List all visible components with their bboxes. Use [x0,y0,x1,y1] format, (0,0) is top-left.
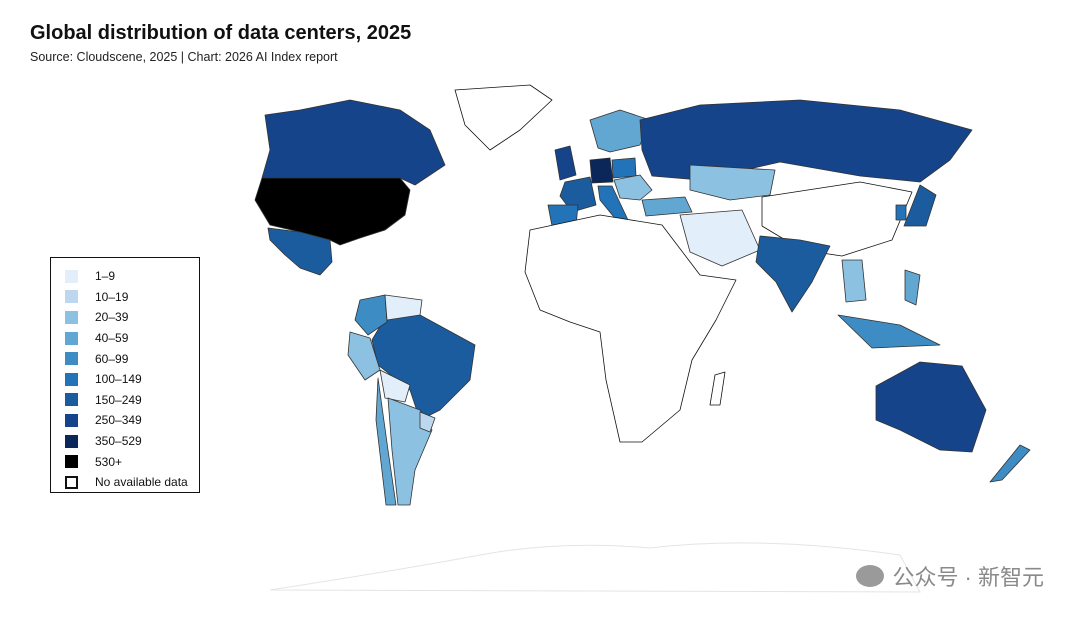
region-australia [875,361,987,453]
region-madagascar [709,371,726,406]
map-title: Global distribution of data centers, 202… [30,22,412,44]
legend-item: 150–249 [65,390,199,411]
legend: 1–9 10–19 20–39 40–59 60–99 100–149 150–249 250… [50,257,200,493]
legend-label: 100–149 [95,372,142,387]
region-turkey [641,196,693,217]
region-peru [347,331,381,381]
region-nordics [589,109,651,153]
legend-item: 20–39 [65,307,199,328]
legend-label: 530+ [95,454,123,469]
region-germany [589,157,614,184]
region-greenland [454,84,553,151]
antarctica-outline [269,542,921,593]
region-canada [261,99,446,186]
region-philippines [904,269,921,306]
watermark: 公众号 · 新智元 [856,560,1044,592]
legend-item: 10–19 [65,287,199,308]
region-bolivia [379,369,411,403]
map-subtitle: Source: Cloudscene, 2025 | Chart: 2026 A… [30,50,338,64]
region-new-zealand [989,444,1031,483]
region-poland [611,157,637,179]
legend-swatch [65,352,78,366]
wechat-icon [856,565,885,587]
legend-item: 1–9 [65,266,199,287]
region-russia [639,99,973,183]
region-middle-east [679,209,761,267]
legend-swatch [65,413,78,427]
legend-label: 60–99 [95,351,129,366]
region-africa [524,214,737,443]
legend-swatch [65,269,78,283]
region-uruguay [419,411,436,433]
legend-label: 20–39 [95,310,129,325]
region-mexico [267,227,333,276]
region-brazil [371,314,476,421]
legend-label: No available data [95,475,188,490]
region-japan [903,184,937,227]
region-china [761,181,913,257]
legend-item: 40–59 [65,328,199,349]
legend-swatch [65,455,78,469]
legend-swatch [65,331,78,345]
region-south-korea [895,204,907,221]
legend-item: 250–349 [65,410,199,431]
legend-label: 250–349 [95,413,142,428]
region-eastern-europe [613,174,653,201]
legend-item: 530+ [65,451,199,472]
legend-item: 60–99 [65,348,199,369]
legend-swatch [65,393,78,407]
region-chile [375,377,397,506]
legend-item: 100–149 [65,369,199,390]
legend-label: 350–529 [95,434,142,449]
region-united-kingdom [554,145,577,181]
legend-swatch [65,290,78,304]
region-united-states [254,177,411,246]
region-southeast-asia [841,259,867,303]
region-france [559,176,597,213]
legend-label: 10–19 [95,289,129,304]
legend-item: No available data [65,472,199,493]
legend-label: 40–59 [95,331,129,346]
legend-item: 350–529 [65,431,199,452]
region-venezuela [384,294,423,321]
region-colombia [354,294,388,336]
legend-swatch [65,434,78,448]
region-indonesia [837,314,941,349]
legend-label: 1–9 [95,269,116,284]
legend-swatch [65,310,78,324]
region-kazakhstan [689,164,776,201]
region-india [755,235,831,313]
legend-swatch [65,475,78,489]
legend-swatch [65,372,78,386]
legend-label: 150–249 [95,392,142,407]
